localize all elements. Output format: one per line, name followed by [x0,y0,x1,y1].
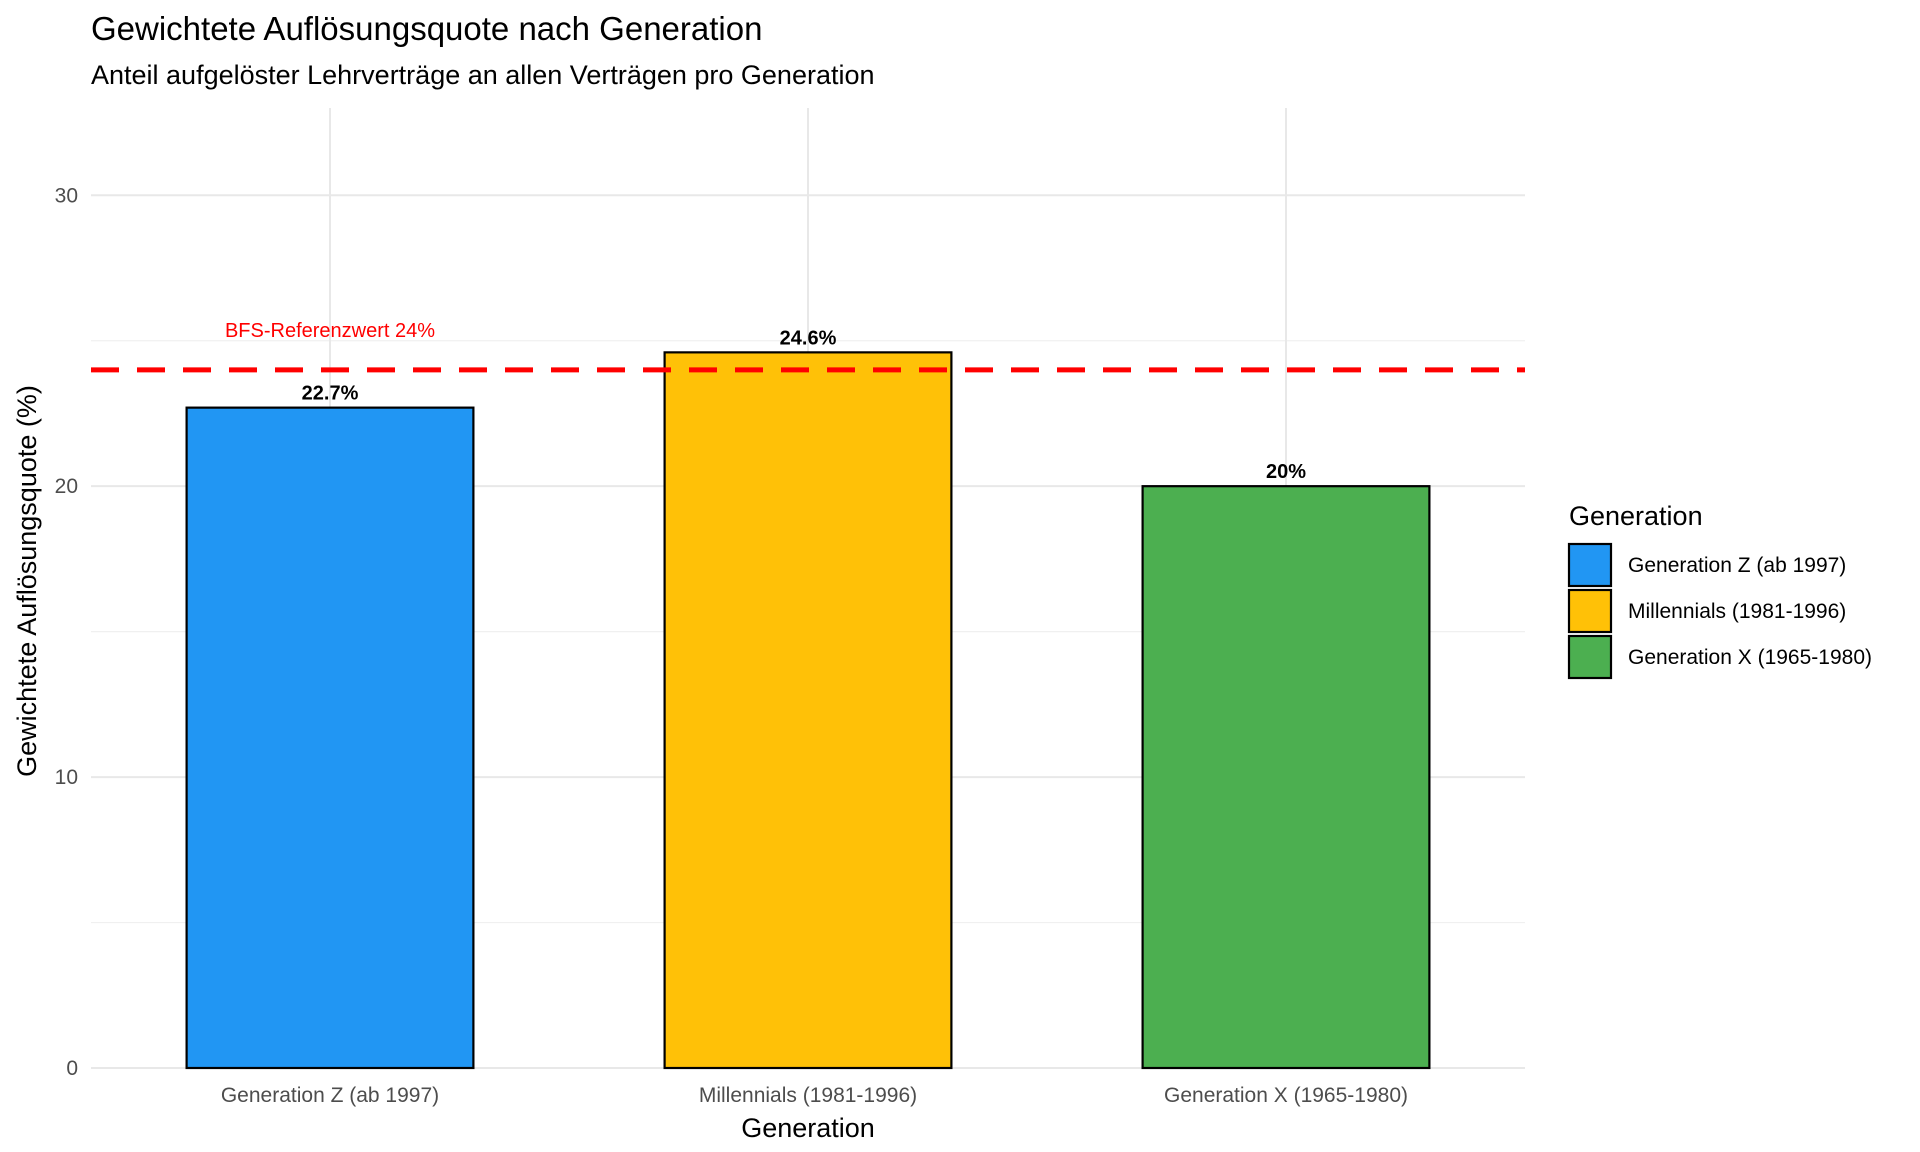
legend-label: Generation X (1965-1980) [1628,646,1872,669]
y-axis-title: Gewichtete Auflösungsquote (%) [12,385,42,777]
legend-label: Generation Z (ab 1997) [1628,554,1846,577]
legend-title: Generation [1569,501,1703,531]
chart-title: Gewichtete Auflösungsquote nach Generati… [91,10,762,47]
reference-line-label: BFS-Referenzwert 24% [225,320,435,342]
chart-subtitle: Anteil aufgelöster Lehrverträge an allen… [91,60,875,90]
bar [663,351,953,1070]
reference-line-group: BFS-Referenzwert 24% [91,320,1525,373]
y-axis-ticks: 0 10 20 30 [55,184,78,1080]
x-tick-label: Generation X (1965-1980) [1164,1084,1408,1107]
bar [1141,485,1431,1070]
legend-label: Millennials (1981-1996) [1628,600,1846,623]
y-tick-label: 30 [55,184,78,207]
plot-bars [185,351,1431,1070]
x-axis-ticks: Generation Z (ab 1997) Millennials (1981-… [221,1084,1408,1107]
data-label: 20% [1266,461,1306,483]
x-tick-label: Generation Z (ab 1997) [221,1084,439,1107]
y-tick-label: 10 [55,766,78,789]
data-label: 22.7% [302,383,359,405]
bar [185,406,475,1070]
legend-key [1567,588,1613,634]
y-tick-label: 20 [55,475,78,498]
x-tick-label: Millennials (1981-1996) [699,1084,917,1107]
x-axis-title: Generation [741,1113,875,1143]
legend-key [1567,542,1613,588]
y-tick-label: 0 [66,1057,78,1080]
data-label: 24.6% [780,327,837,349]
data-labels: 22.7% 24.6% 20% [302,327,1307,483]
legend: Generation Generation Z (ab 1997) Millenn… [1567,501,1872,680]
legend-key [1567,634,1613,680]
